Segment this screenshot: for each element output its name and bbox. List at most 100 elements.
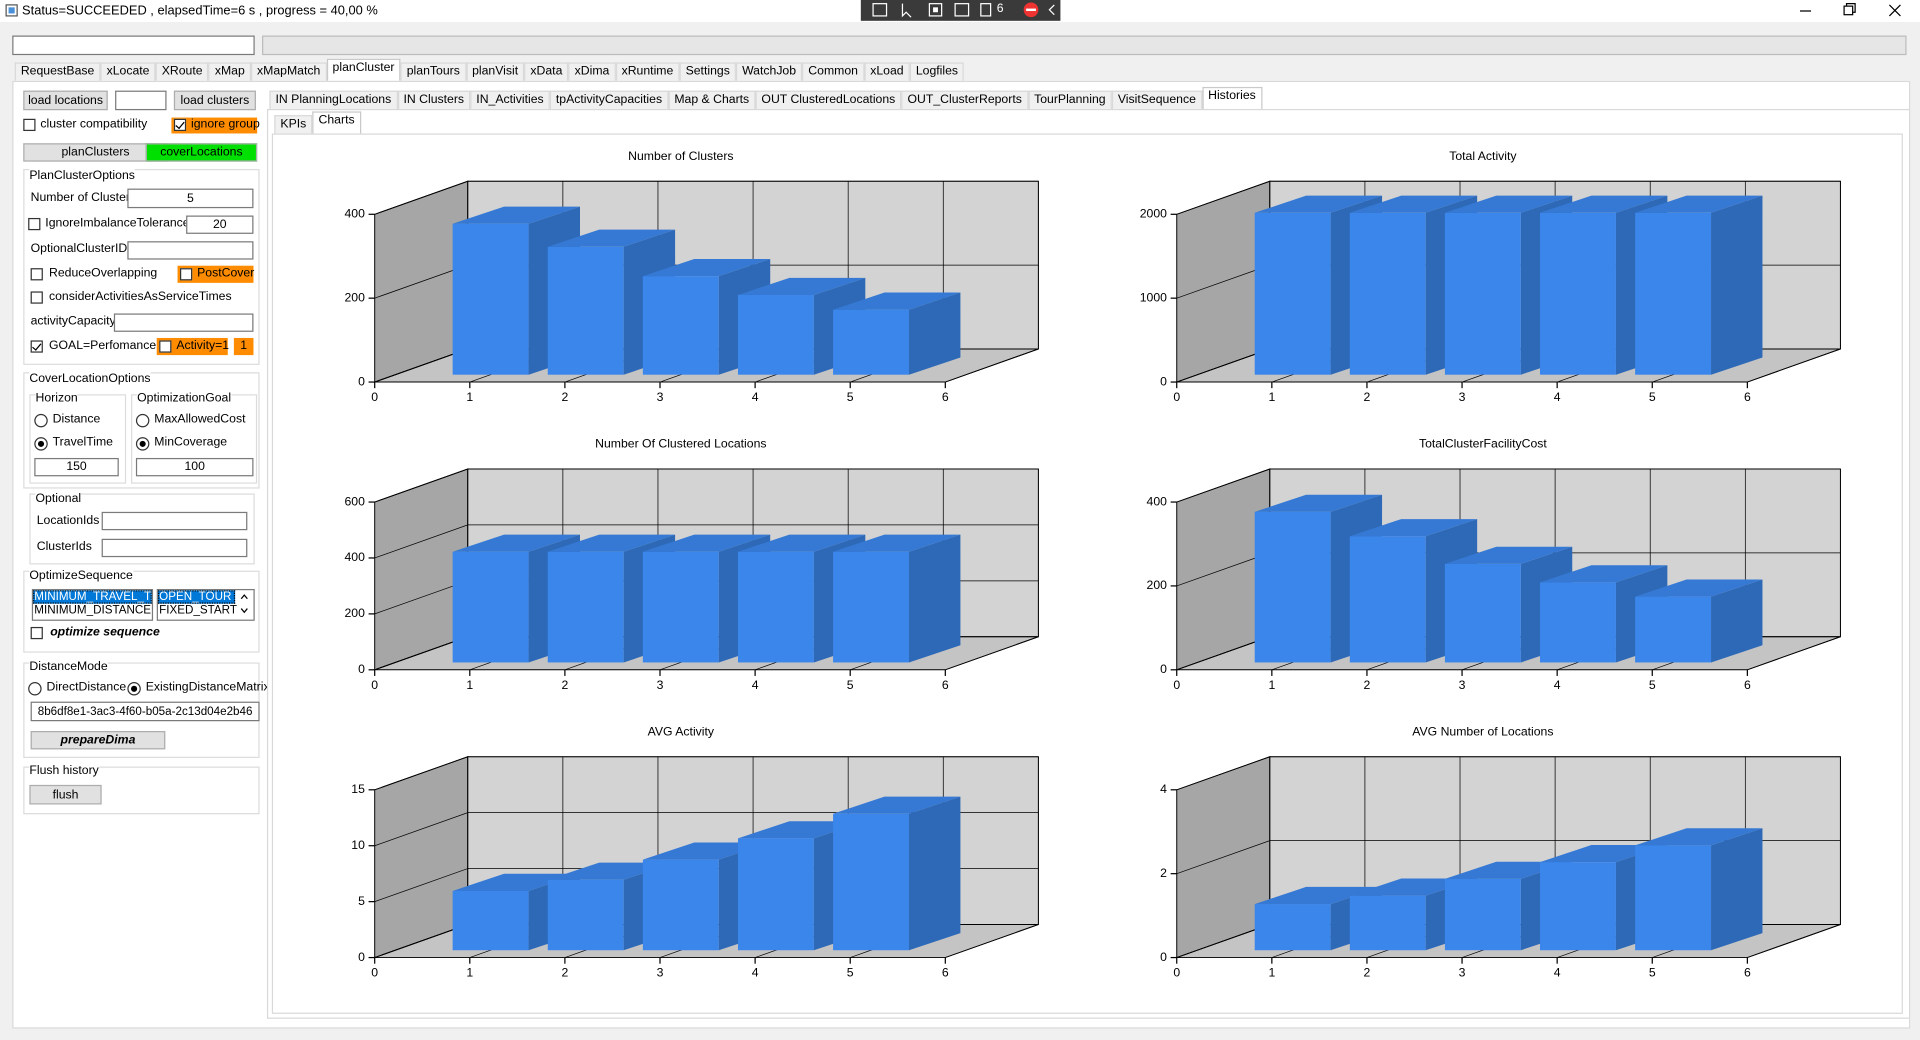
text-input[interactable] bbox=[115, 90, 167, 111]
button[interactable]: coverLocations bbox=[145, 143, 258, 162]
highlight bbox=[171, 117, 258, 134]
radio[interactable] bbox=[28, 682, 42, 696]
field-label: LocationIds bbox=[36, 514, 100, 528]
text-input[interactable]: 150 bbox=[34, 457, 119, 477]
radio[interactable] bbox=[135, 437, 150, 451]
bar bbox=[833, 292, 961, 375]
checkbox[interactable] bbox=[173, 118, 187, 132]
tab[interactable]: Map & Charts bbox=[668, 90, 756, 109]
bar-top bbox=[1444, 195, 1573, 213]
window-controls[interactable] bbox=[1788, 0, 1920, 22]
listbox[interactable]: MINIMUM_TRAVEL_TI MINIMUM_DISTANCE bbox=[31, 588, 154, 621]
checkbox-label: IgnoreImbalanceTolerance bbox=[45, 216, 190, 231]
tab[interactable]: tpActivityCapacities bbox=[549, 90, 669, 109]
radio[interactable] bbox=[127, 682, 141, 696]
list-item[interactable]: OPEN_TOUR bbox=[157, 590, 236, 604]
checkbox-label: cluster compatibility bbox=[40, 117, 148, 132]
checkbox[interactable] bbox=[30, 291, 43, 304]
bar-front bbox=[1540, 582, 1616, 663]
x-tick-label: 5 bbox=[1649, 678, 1656, 692]
text-input[interactable] bbox=[127, 241, 254, 260]
list-item[interactable]: FIXED_START bbox=[159, 603, 237, 618]
bar-top bbox=[642, 534, 771, 552]
listbox[interactable]: OPEN_TOUR FIXED_START bbox=[156, 588, 255, 621]
bar-top bbox=[452, 534, 581, 552]
text-input[interactable]: 8b6df8e1-3ac3-4f60-b05a-2c13d04e2b46 bbox=[30, 701, 260, 722]
tab[interactable]: xLocate bbox=[100, 62, 156, 81]
button[interactable]: flush bbox=[29, 784, 102, 805]
text-input[interactable]: 5 bbox=[127, 188, 254, 209]
tab[interactable]: xMapMatch bbox=[250, 62, 327, 81]
x-tick-label: 6 bbox=[1744, 390, 1751, 404]
button[interactable]: load locations bbox=[23, 90, 108, 111]
toolbar-badge: 6 bbox=[996, 2, 1004, 16]
radio[interactable] bbox=[135, 413, 150, 428]
y-tick-label: 600 bbox=[344, 494, 365, 508]
text-input[interactable]: 100 bbox=[135, 457, 254, 477]
x-tick-label: 2 bbox=[1364, 966, 1371, 980]
checkbox[interactable] bbox=[159, 340, 172, 353]
highlight bbox=[156, 337, 228, 356]
checkbox[interactable] bbox=[23, 118, 36, 132]
tab[interactable]: Logfiles bbox=[909, 62, 965, 81]
button[interactable]: load clusters bbox=[173, 90, 256, 111]
tab-active[interactable]: Histories bbox=[1201, 86, 1262, 109]
tab[interactable]: VisitSequence bbox=[1111, 90, 1202, 109]
tab[interactable]: IN_Activities bbox=[470, 90, 550, 109]
radio-label: MaxAllowedCost bbox=[154, 412, 246, 427]
button[interactable]: prepareDima bbox=[30, 731, 166, 750]
tab[interactable]: xRuntime bbox=[615, 62, 680, 81]
bar-front bbox=[1540, 862, 1616, 951]
bar-top bbox=[1254, 886, 1383, 905]
x-tick-label: 2 bbox=[1364, 390, 1371, 404]
highlight bbox=[177, 265, 254, 283]
text-input[interactable] bbox=[113, 313, 254, 332]
tab[interactable]: xLoad bbox=[864, 62, 910, 81]
list-item[interactable]: MINIMUM_DISTANCE bbox=[34, 603, 152, 618]
bar-top bbox=[833, 796, 961, 814]
checkbox[interactable] bbox=[180, 268, 193, 281]
text-input[interactable] bbox=[12, 35, 255, 56]
checkbox[interactable] bbox=[30, 340, 43, 353]
activity-value[interactable]: 1 bbox=[233, 337, 254, 356]
checkbox[interactable] bbox=[30, 268, 43, 281]
text-input[interactable] bbox=[101, 538, 248, 558]
tab[interactable]: RequestBase bbox=[14, 62, 101, 81]
y-tick-label: 15 bbox=[351, 782, 365, 796]
tab[interactable]: KPIs bbox=[274, 115, 313, 134]
tab[interactable]: planVisit bbox=[465, 62, 525, 81]
tab-active[interactable]: Charts bbox=[312, 111, 361, 134]
tab[interactable]: XRoute bbox=[155, 62, 209, 81]
tab[interactable]: IN PlanningLocations bbox=[269, 90, 398, 109]
tab[interactable]: IN Clusters bbox=[397, 90, 471, 109]
scroll-arrows[interactable] bbox=[238, 590, 251, 617]
x-tick-label: 4 bbox=[752, 966, 759, 980]
bar-front bbox=[1254, 904, 1331, 951]
x-tick-label: 4 bbox=[1554, 966, 1561, 980]
bar-top bbox=[547, 534, 676, 552]
text-input[interactable] bbox=[101, 511, 248, 531]
tab[interactable]: OUT ClusteredLocations bbox=[755, 90, 902, 109]
grid-line bbox=[945, 468, 1039, 671]
tab[interactable]: Settings bbox=[679, 62, 736, 81]
tab[interactable]: xData bbox=[524, 62, 569, 81]
radio[interactable] bbox=[34, 413, 48, 428]
bar-front bbox=[1635, 845, 1712, 951]
grid-line bbox=[1747, 468, 1841, 671]
tab[interactable]: xMap bbox=[208, 62, 251, 81]
text-input[interactable]: 20 bbox=[186, 215, 254, 234]
tab[interactable]: Common bbox=[802, 62, 865, 81]
list-item[interactable]: MINIMUM_TRAVEL_TI bbox=[33, 590, 154, 604]
x-tick-label: 3 bbox=[1459, 966, 1466, 980]
checkbox[interactable] bbox=[28, 217, 41, 231]
x-tick-label: 2 bbox=[561, 966, 568, 980]
tab[interactable]: TourPlanning bbox=[1027, 90, 1112, 109]
checkbox[interactable] bbox=[30, 626, 43, 640]
tab[interactable]: OUT_ClusterReports bbox=[901, 90, 1028, 109]
tab[interactable]: WatchJob bbox=[735, 62, 803, 81]
tab[interactable]: xDima bbox=[568, 62, 616, 81]
button[interactable]: planClusters bbox=[23, 143, 168, 162]
radio[interactable] bbox=[34, 437, 48, 451]
tab[interactable]: planTours bbox=[400, 62, 466, 81]
tab-active[interactable]: planCluster bbox=[326, 58, 401, 81]
